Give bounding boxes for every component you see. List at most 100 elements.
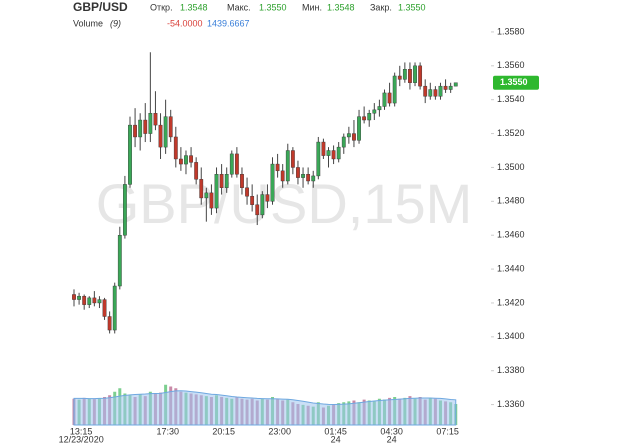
candle-body xyxy=(184,155,188,165)
candle-body xyxy=(102,299,107,317)
candle-body xyxy=(112,285,117,331)
x-tick-sublabel: 24 xyxy=(331,434,341,444)
candle-body xyxy=(443,85,448,90)
low-value: 1.3548 xyxy=(327,2,355,12)
close-value: 1.3550 xyxy=(398,2,426,12)
candle-body xyxy=(408,69,412,83)
candle-body xyxy=(107,316,112,331)
candle-body xyxy=(311,175,316,182)
symbol: GBP/USD xyxy=(73,0,128,14)
candle-body xyxy=(189,155,193,163)
x-tick-label: 04:30 xyxy=(380,426,403,436)
candle-body xyxy=(87,297,92,305)
candle-body xyxy=(280,170,285,182)
y-tick-label: 1.3560 xyxy=(497,60,525,70)
candle-body xyxy=(250,196,255,205)
candle-body xyxy=(72,294,76,300)
candle-body xyxy=(433,89,438,97)
candle-body xyxy=(372,109,377,114)
candle-body xyxy=(224,174,229,188)
candle-body xyxy=(326,150,331,156)
y-tick-label: 1.3400 xyxy=(497,331,525,341)
candle-body xyxy=(168,116,173,138)
candle-body xyxy=(352,133,356,141)
candle-body xyxy=(82,295,87,305)
candle-body xyxy=(270,163,275,202)
candle-body xyxy=(346,133,351,138)
candle-body xyxy=(92,297,97,304)
volume-value: -54.0000 xyxy=(167,18,203,28)
candle-body xyxy=(438,85,443,97)
candle-body xyxy=(316,141,321,177)
y-tick-label: 1.3500 xyxy=(497,162,525,172)
candle-body xyxy=(173,136,178,160)
last-price-label: 1.3550 xyxy=(500,77,528,87)
candle-body xyxy=(153,113,158,126)
candle-body xyxy=(418,65,423,87)
open-value: 1.3548 xyxy=(180,2,208,12)
candle-body xyxy=(296,167,300,178)
candle-body xyxy=(301,174,305,178)
candle-body xyxy=(285,150,290,182)
volume-ma-area xyxy=(73,390,457,426)
candle-body xyxy=(163,116,168,148)
candle-body xyxy=(214,174,219,209)
watermark: GBP/USD,15M xyxy=(96,172,473,235)
candle-body xyxy=(382,92,387,107)
x-tick-sublabel: 24 xyxy=(387,434,397,444)
candle-body xyxy=(143,119,148,134)
x-tick-label: 23:00 xyxy=(268,426,291,436)
candle-body xyxy=(117,235,122,287)
candle-body xyxy=(260,194,265,216)
y-tick-label: 1.3420 xyxy=(497,297,525,307)
candle-body xyxy=(362,116,367,121)
candle-body xyxy=(194,162,199,180)
candle-body xyxy=(245,187,249,197)
candle-body xyxy=(331,150,336,160)
candle-body xyxy=(306,174,311,182)
last-price-badge xyxy=(493,75,539,90)
candle-body xyxy=(367,113,372,121)
candle-body xyxy=(428,89,433,97)
candle-body xyxy=(321,141,326,156)
x-tick-label: 07:15 xyxy=(436,426,459,436)
candle-body xyxy=(377,106,382,111)
candle-body xyxy=(402,69,407,80)
candle-body xyxy=(209,192,214,209)
x-tick-sublabel: 12/23/2020 xyxy=(59,434,104,444)
candle-body xyxy=(128,124,132,185)
candle-body xyxy=(392,75,397,104)
candle-body xyxy=(290,150,295,168)
candle-body xyxy=(204,192,209,199)
candle-body xyxy=(234,153,239,175)
candle-body xyxy=(178,158,183,165)
volume-ma-value: 1439.6667 xyxy=(207,18,250,28)
candle-body xyxy=(453,82,458,87)
candle-body xyxy=(122,184,127,236)
candle-body xyxy=(199,179,204,199)
candle-body xyxy=(229,153,234,175)
open-label: Откр. xyxy=(150,2,173,12)
y-tick-label: 1.3360 xyxy=(497,399,525,409)
candle-body xyxy=(336,146,341,160)
candle-body xyxy=(77,295,81,300)
x-tick-label: 17:30 xyxy=(156,426,179,436)
y-tick-label: 1.3440 xyxy=(497,263,525,273)
candle-body xyxy=(275,163,280,172)
y-tick-label: 1.3580 xyxy=(497,26,525,36)
candle-body xyxy=(133,124,137,138)
candle-body xyxy=(448,85,453,90)
x-tick-label: 01:45 xyxy=(324,426,347,436)
candle-body xyxy=(97,299,102,304)
candle-body xyxy=(138,119,143,138)
candle-body xyxy=(148,113,153,134)
candle-body xyxy=(240,174,244,188)
candle-body xyxy=(219,174,224,188)
candle-body xyxy=(387,92,392,104)
high-value: 1.3550 xyxy=(259,2,287,12)
candle-body xyxy=(255,204,260,216)
low-label: Мин. xyxy=(302,2,322,12)
candle-body xyxy=(413,65,417,83)
